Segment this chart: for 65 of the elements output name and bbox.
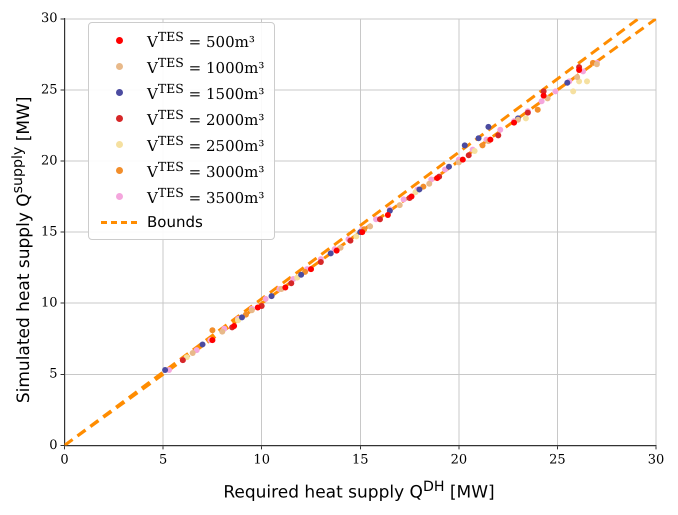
- point: [367, 223, 374, 230]
- point: [353, 233, 360, 240]
- x-axis-title: Required heat supply Q$^{DH}$ [MW]: [222, 479, 496, 503]
- point: [282, 284, 288, 291]
- point: [497, 126, 504, 133]
- x-tick-label: 10: [253, 452, 270, 468]
- point: [534, 106, 541, 113]
- point: [162, 367, 168, 374]
- point: [495, 132, 502, 138]
- y-tick-label: 30: [40, 11, 58, 26]
- point: [376, 216, 383, 222]
- point: [288, 280, 294, 286]
- point: [462, 142, 468, 148]
- point: [485, 124, 492, 130]
- point: [190, 350, 196, 356]
- point: [238, 314, 245, 320]
- x-tick-label: 20: [450, 452, 468, 468]
- point: [552, 88, 558, 94]
- y-tick-label: 20: [40, 153, 58, 168]
- point: [328, 250, 334, 256]
- x-tick-label: 5: [158, 452, 168, 468]
- x-tick-label: 15: [352, 452, 369, 468]
- point: [540, 92, 547, 99]
- point: [522, 115, 529, 122]
- legend-label: V$^{TES}$ = 2000m³: [147, 107, 264, 129]
- point: [254, 304, 261, 310]
- point: [460, 156, 466, 163]
- y-tick-label: 0: [49, 438, 58, 453]
- y-tick-label: 5: [49, 366, 58, 382]
- point: [384, 212, 391, 218]
- x-tick-label: 30: [648, 452, 664, 468]
- x-tick-label: 0: [60, 452, 69, 468]
- y-tick-label: 10: [40, 296, 58, 311]
- y-tick-label: 15: [40, 224, 58, 240]
- legend-label: V$^{TES}$ = 500m³: [147, 29, 255, 51]
- legend-label: V$^{TES}$ = 3500m³: [147, 185, 264, 207]
- legend-label: V$^{TES}$ = 3000m³: [147, 159, 264, 181]
- point: [544, 95, 551, 102]
- point: [298, 272, 304, 278]
- point: [466, 152, 472, 158]
- legend-label: V$^{TES}$ = 1500m³: [147, 81, 264, 103]
- point: [446, 164, 452, 170]
- point: [442, 166, 448, 173]
- point: [426, 180, 432, 187]
- legend-label: V$^{TES}$ = 2500m³: [147, 133, 264, 155]
- point: [480, 142, 486, 148]
- point: [302, 268, 308, 275]
- point: [584, 78, 590, 84]
- x-tick-label: 25: [549, 452, 566, 468]
- point: [574, 74, 580, 80]
- legend-label: V$^{TES}$ = 1000m³: [147, 55, 264, 77]
- point: [209, 327, 216, 334]
- y-tick-label: 25: [40, 82, 58, 98]
- point: [396, 202, 403, 208]
- point: [576, 66, 582, 73]
- point: [570, 88, 576, 94]
- point: [538, 98, 545, 104]
- point: [219, 328, 226, 335]
- point: [200, 341, 206, 348]
- legend-label: Bounds: [147, 213, 203, 231]
- point: [262, 296, 269, 302]
- point: [400, 196, 407, 202]
- point: [476, 135, 482, 142]
- point: [268, 293, 275, 300]
- point: [318, 258, 324, 265]
